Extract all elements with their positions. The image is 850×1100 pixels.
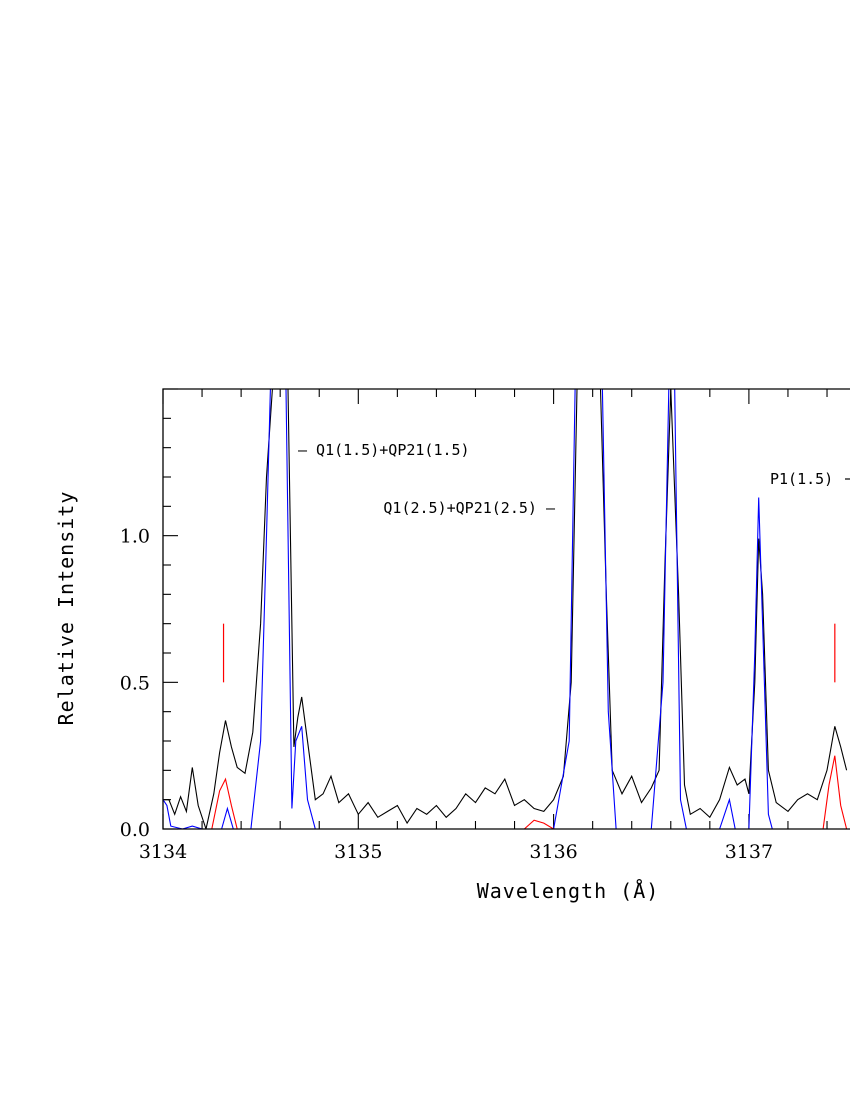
annotation-q1-2-5: Q1(2.5)+QP21(2.5) –	[383, 499, 556, 517]
plot-frame	[162, 388, 850, 830]
y-tick-label: 0.5	[120, 672, 150, 694]
series-line-2	[163, 755, 848, 829]
x-tick-label: 3136	[529, 841, 577, 863]
axis-ticks	[162, 388, 828, 830]
annotation-q1-1-5: – Q1(1.5)+QP21(1.5)	[298, 441, 470, 459]
y-axis-title: Relative Intensity	[54, 491, 78, 726]
plot-border	[162, 388, 850, 830]
y-tick-label: 1.0	[120, 526, 150, 548]
x-tick-labels: 3134 3135 3136 3137	[139, 841, 773, 863]
series-line-1	[163, 389, 847, 829]
y-tick-label: 0.0	[120, 819, 150, 841]
series-line-0	[163, 389, 848, 829]
y-tick-labels: 0.0 0.5 1.0	[120, 526, 150, 841]
x-tick-label: 3135	[334, 841, 382, 863]
marker-layer	[222, 623, 836, 683]
x-tick-label: 3137	[725, 841, 773, 863]
x-tick-label: 3134	[139, 841, 187, 863]
annotation-p1-1-5: P1(1.5)	[770, 470, 833, 488]
series-layer	[163, 389, 848, 829]
x-axis-title: Wavelength (Å)	[477, 879, 660, 903]
